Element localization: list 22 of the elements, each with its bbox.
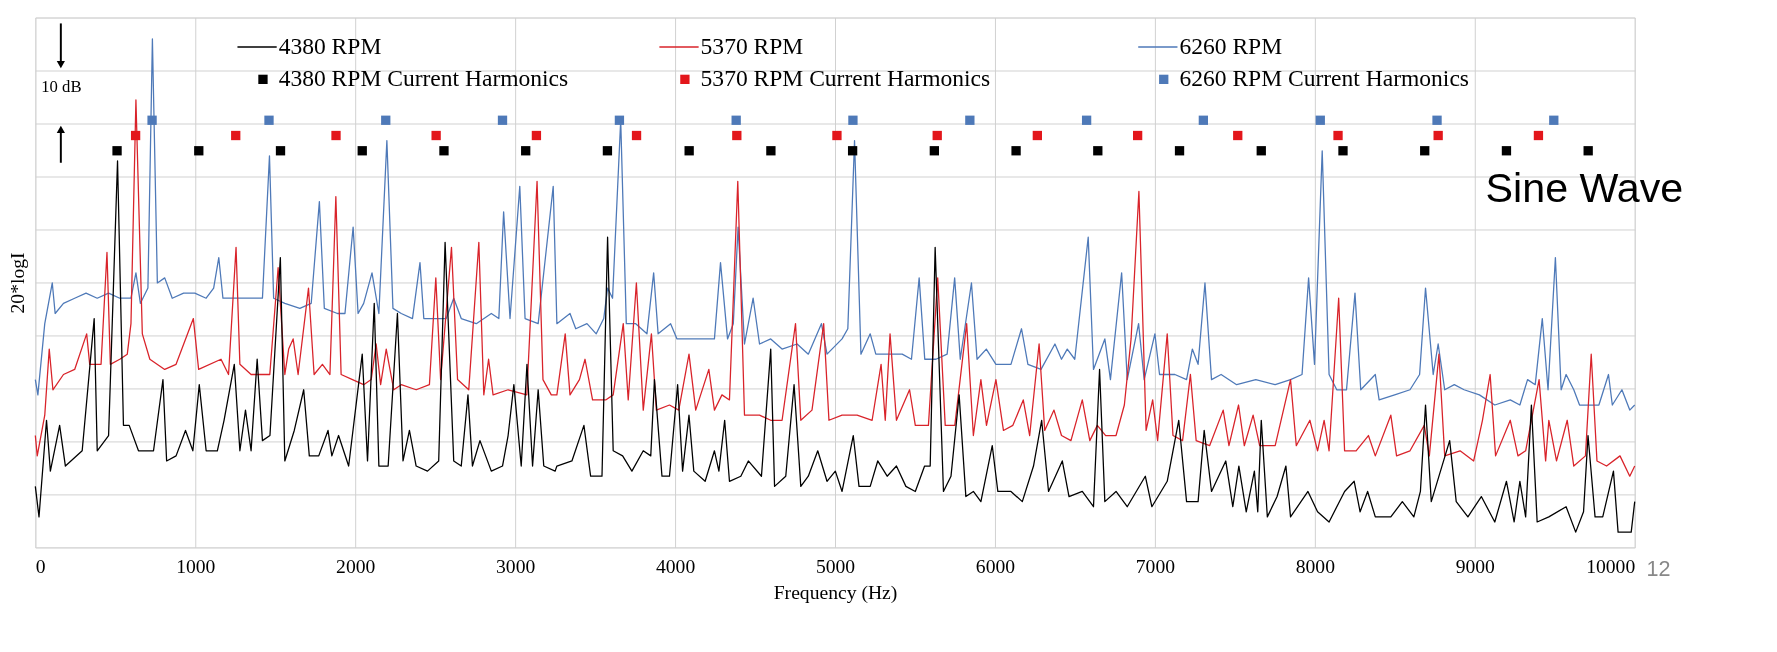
x-tick-label: 2000 bbox=[336, 556, 376, 578]
legend-label: 5370 RPM Current Harmonics bbox=[700, 65, 991, 92]
x-tick-label: 4000 bbox=[655, 556, 696, 578]
legend-label: 4380 RPM Current Harmonics bbox=[278, 65, 569, 92]
annotation: 10 dB bbox=[41, 77, 82, 97]
legend-label: 6260 RPM Current Harmonics bbox=[1179, 65, 1469, 92]
x-tick-label: 5000 bbox=[815, 556, 856, 578]
x-tick-label: 9000 bbox=[1455, 556, 1496, 578]
x-tick-label: 7000 bbox=[1135, 556, 1176, 578]
x-tick-label: 0 bbox=[35, 556, 46, 578]
annotation: Sine Wave bbox=[1485, 165, 1684, 212]
legend-label: 6260 RPM bbox=[1179, 32, 1283, 59]
x-tick-label: 10000 bbox=[1586, 556, 1636, 578]
text: 12 bbox=[1646, 555, 1671, 581]
x-tick-label: 1000 bbox=[176, 556, 216, 578]
legend-label: 4380 RPM bbox=[278, 32, 382, 59]
x-tick-label: 6000 bbox=[975, 556, 1016, 578]
x-axis-title: Frequency (Hz) bbox=[773, 581, 898, 604]
x-tick-label: 8000 bbox=[1295, 556, 1336, 578]
x-tick-label: 3000 bbox=[496, 556, 536, 578]
legend-label: 5370 RPM bbox=[700, 32, 804, 59]
y-axis-title: 20*logI bbox=[7, 252, 29, 314]
